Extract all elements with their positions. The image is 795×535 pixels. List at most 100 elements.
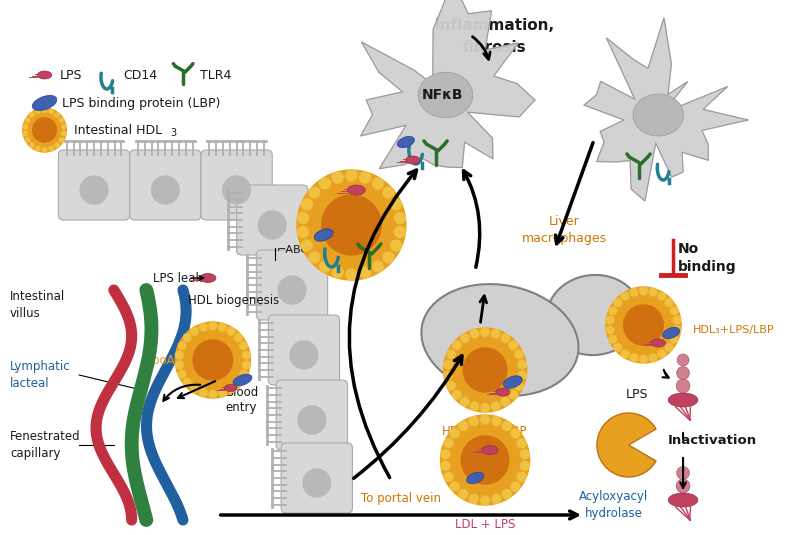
Circle shape: [175, 322, 250, 398]
Circle shape: [42, 108, 47, 112]
Circle shape: [453, 383, 463, 393]
Ellipse shape: [633, 94, 684, 136]
Circle shape: [184, 371, 192, 380]
Circle shape: [258, 211, 286, 239]
Circle shape: [643, 291, 652, 300]
Circle shape: [390, 240, 401, 251]
Circle shape: [196, 383, 205, 392]
Circle shape: [665, 343, 673, 351]
Circle shape: [189, 378, 198, 387]
Circle shape: [179, 355, 188, 364]
Ellipse shape: [224, 385, 237, 392]
Circle shape: [23, 108, 66, 152]
FancyBboxPatch shape: [201, 150, 272, 220]
Circle shape: [461, 436, 509, 484]
Circle shape: [58, 133, 63, 139]
Circle shape: [23, 124, 27, 129]
Circle shape: [317, 251, 330, 264]
Circle shape: [502, 481, 513, 492]
Circle shape: [465, 423, 476, 433]
Circle shape: [80, 176, 108, 204]
Ellipse shape: [347, 185, 365, 195]
Circle shape: [55, 143, 60, 147]
Circle shape: [620, 343, 629, 352]
Circle shape: [55, 139, 60, 144]
Circle shape: [49, 109, 53, 113]
Circle shape: [485, 490, 495, 500]
Circle shape: [320, 261, 331, 272]
Circle shape: [515, 350, 523, 358]
Text: LPS binding protein (LBP): LPS binding protein (LBP): [62, 96, 221, 110]
Circle shape: [446, 464, 457, 475]
Circle shape: [212, 326, 222, 335]
Text: HDL biogenesis: HDL biogenesis: [188, 294, 279, 307]
Text: CD14: CD14: [124, 68, 158, 81]
Circle shape: [667, 312, 676, 321]
Circle shape: [62, 131, 66, 136]
Circle shape: [176, 351, 183, 359]
Circle shape: [677, 366, 689, 379]
Circle shape: [634, 291, 644, 300]
Circle shape: [475, 398, 486, 408]
Circle shape: [502, 389, 511, 400]
Circle shape: [640, 355, 647, 363]
Circle shape: [460, 334, 469, 342]
Circle shape: [25, 137, 29, 142]
Circle shape: [485, 333, 494, 342]
Ellipse shape: [398, 136, 414, 148]
Circle shape: [297, 212, 308, 224]
Circle shape: [26, 133, 31, 139]
Circle shape: [176, 361, 183, 369]
Circle shape: [209, 391, 216, 398]
Circle shape: [450, 482, 460, 491]
Circle shape: [320, 178, 331, 189]
Ellipse shape: [37, 71, 52, 79]
Text: Inflammation,: Inflammation,: [435, 18, 555, 33]
Circle shape: [390, 199, 401, 210]
Circle shape: [193, 340, 233, 380]
Circle shape: [45, 110, 50, 116]
Circle shape: [373, 251, 386, 264]
Circle shape: [513, 365, 522, 375]
Circle shape: [29, 116, 34, 121]
Circle shape: [517, 472, 526, 482]
Circle shape: [339, 176, 352, 189]
Text: Intestinal HDL: Intestinal HDL: [74, 124, 162, 136]
Circle shape: [191, 385, 198, 393]
Ellipse shape: [467, 472, 483, 484]
Ellipse shape: [314, 229, 333, 241]
Ellipse shape: [405, 156, 420, 164]
Circle shape: [445, 455, 456, 465]
Circle shape: [449, 356, 459, 366]
Circle shape: [481, 496, 490, 505]
Circle shape: [667, 329, 676, 338]
Circle shape: [676, 479, 690, 493]
Text: Inactivation: Inactivation: [669, 433, 758, 447]
Circle shape: [36, 147, 40, 151]
Circle shape: [494, 395, 503, 405]
Circle shape: [304, 207, 317, 219]
Circle shape: [630, 288, 638, 296]
Polygon shape: [361, 0, 535, 169]
Circle shape: [673, 326, 681, 334]
Circle shape: [622, 293, 629, 300]
Ellipse shape: [503, 376, 522, 388]
Circle shape: [297, 170, 406, 280]
Circle shape: [494, 335, 503, 345]
Circle shape: [346, 170, 357, 181]
Circle shape: [297, 226, 308, 238]
Circle shape: [623, 305, 663, 345]
Circle shape: [386, 231, 399, 243]
Circle shape: [26, 121, 31, 127]
Circle shape: [677, 354, 689, 366]
Circle shape: [363, 179, 375, 193]
Circle shape: [303, 469, 331, 497]
Circle shape: [475, 333, 486, 342]
Circle shape: [33, 142, 39, 148]
Circle shape: [309, 242, 322, 255]
Circle shape: [444, 371, 452, 379]
Circle shape: [446, 445, 457, 455]
Circle shape: [373, 186, 386, 199]
Circle shape: [606, 326, 614, 334]
Ellipse shape: [233, 374, 252, 386]
